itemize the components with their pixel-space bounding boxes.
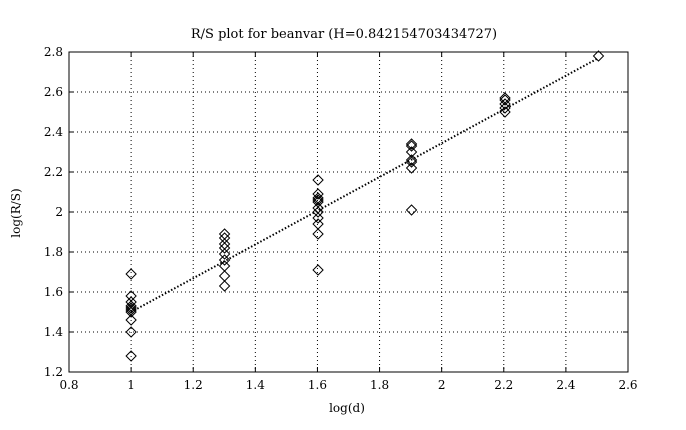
axis-ticks (68, 51, 629, 373)
y-tick-label: 1.6 (44, 285, 63, 299)
chart-title: R/S plot for beanvar (H=0.84215470343472… (191, 27, 497, 42)
data-point-diamond (218, 242, 231, 254)
x-tick-label: 1.2 (184, 378, 203, 392)
data-point-diamond (218, 280, 231, 292)
x-tick-label: 0.8 (59, 378, 78, 392)
x-tick-label: 2 (438, 378, 446, 392)
x-tick-label: 1.6 (308, 378, 327, 392)
data-point-diamond (499, 94, 511, 106)
y-tick-label: 2.8 (44, 45, 63, 59)
x-tick-label: 2.2 (494, 378, 513, 392)
data-point-diamond (405, 138, 418, 150)
x-tick-label: 1.4 (246, 378, 265, 392)
x-tick-label: 1 (127, 378, 135, 392)
data-point-diamond (499, 106, 511, 118)
data-point-diamond (405, 162, 418, 174)
y-tick-label: 2.4 (44, 125, 63, 139)
y-tick-label: 2.2 (44, 165, 63, 179)
x-tick-label: 2.4 (556, 378, 575, 392)
y-tick-labels: 1.2 1.4 1.6 1.8 2 2.2 2.4 2.6 2.8 (44, 45, 63, 379)
data-point-diamond (125, 350, 137, 362)
data-point-diamond (125, 302, 137, 314)
data-point-diamond (312, 212, 324, 224)
data-point-diamond (312, 264, 324, 276)
data-point-diamond (125, 306, 137, 318)
data-point-diamond (125, 300, 137, 312)
y-tick-label: 1.8 (44, 245, 63, 259)
data-point-diamond (405, 204, 418, 216)
data-point-diamond (312, 228, 324, 240)
x-tick-labels: 0.8 1 1.2 1.4 1.6 1.8 2 2.2 2.4 2.6 (59, 378, 637, 392)
data-point-diamond (312, 188, 324, 200)
data-point-diamond (405, 140, 418, 152)
y-tick-label: 2 (55, 205, 63, 219)
data-point-diamond (592, 50, 605, 62)
y-tick-label: 2.6 (44, 85, 63, 99)
data-point-diamond (125, 314, 137, 326)
data-point-diamond (218, 254, 231, 266)
data-point-diamond (312, 206, 324, 218)
data-point-diamond (405, 154, 418, 166)
data-point-diamond (312, 174, 324, 186)
x-axis-label: log(d) (329, 401, 365, 415)
data-point-diamond (218, 248, 231, 260)
data-point-diamond (405, 156, 418, 168)
y-axis-label: log(R/S) (9, 188, 23, 237)
data-point-diamond (499, 102, 511, 114)
data-point-diamond (312, 194, 324, 206)
x-tick-label: 1.8 (370, 378, 389, 392)
fit-line-group (130, 57, 599, 313)
fit-line (130, 57, 599, 313)
y-tick-label: 1.2 (44, 365, 63, 379)
data-point-diamond (125, 326, 137, 338)
y-tick-label: 1.4 (44, 325, 63, 339)
x-tick-label: 2.6 (618, 378, 637, 392)
data-point-diamond (499, 98, 511, 110)
data-points (125, 50, 605, 362)
data-point-diamond (125, 268, 137, 280)
